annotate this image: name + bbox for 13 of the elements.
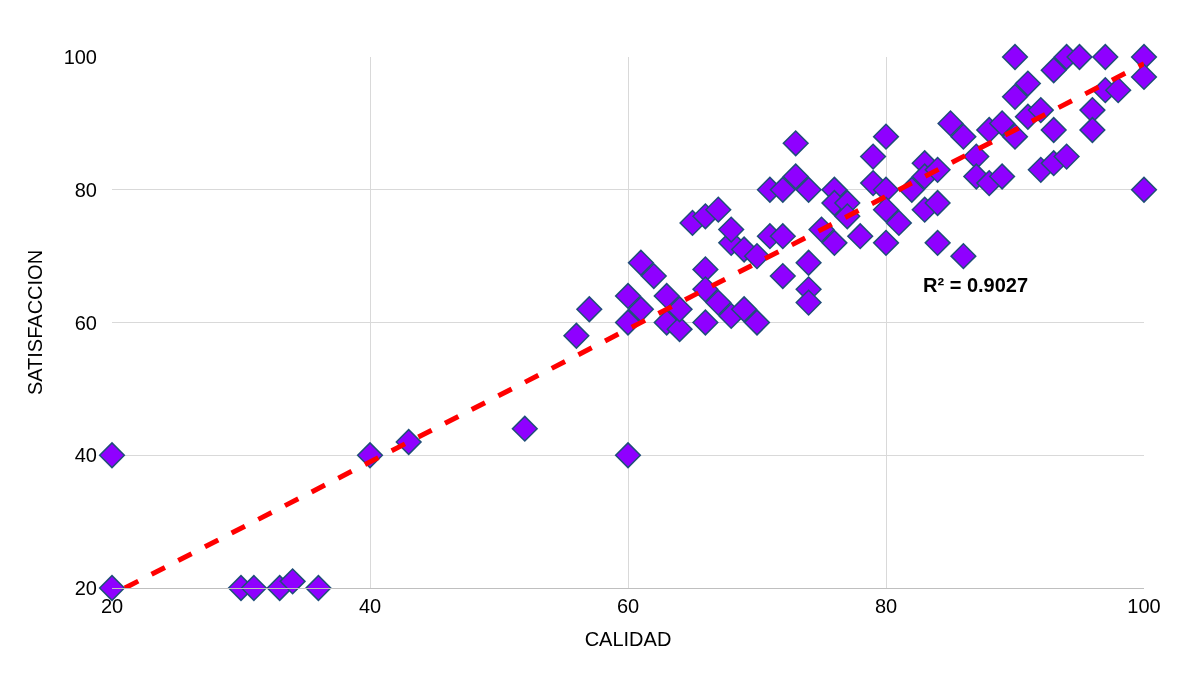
x-tick-label: 80 [874, 595, 898, 617]
y-tick-label: 100 [63, 46, 97, 68]
y-axis-title: SATISFACCION [24, 249, 47, 396]
x-tick-label: 40 [358, 595, 382, 617]
y-tick-label: 40 [74, 444, 97, 467]
y-tick-label: 80 [74, 178, 97, 201]
x-axis-title: CALIDAD [584, 627, 672, 650]
y-tick-label: 20 [74, 577, 97, 599]
y-tick-label: 60 [74, 311, 97, 334]
x-tick-label: 100 [1127, 595, 1161, 617]
annotation: R² = 0.9027 [923, 274, 1029, 296]
x-tick-label: 20 [100, 595, 124, 617]
x-tick-label: 60 [616, 595, 640, 617]
